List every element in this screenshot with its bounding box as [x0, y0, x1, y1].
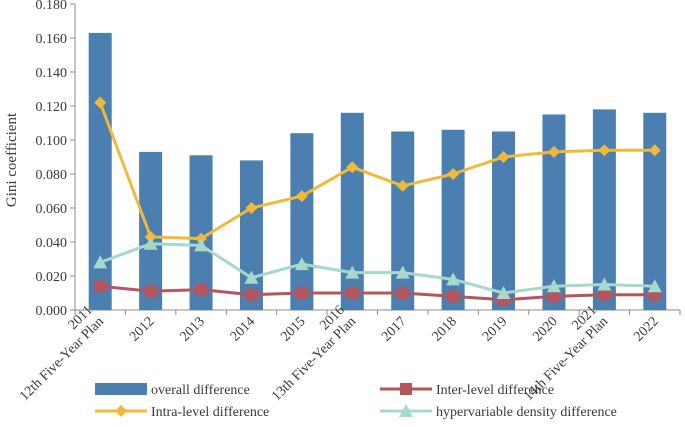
bar-overall-difference: [592, 109, 616, 311]
x-tick-label-line: 2019: [480, 314, 510, 344]
point-hypervariable-density-difference: [294, 257, 309, 271]
point-intra-level-difference: [295, 190, 308, 203]
x-tick-label: 2014: [228, 314, 258, 344]
point-inter-level-difference: [94, 280, 107, 293]
bar-overall-difference: [88, 32, 112, 311]
x-tick-label-line: 12th Five-Year Plan: [17, 314, 107, 404]
legend-label-inter-level-difference: Inter-level difference: [436, 383, 554, 398]
y-tick-label: 0.160: [36, 32, 68, 47]
bar-overall-difference: [542, 114, 566, 310]
point-hypervariable-density-difference: [244, 270, 259, 284]
y-tick-label: 0.000: [36, 304, 68, 319]
x-tick-label-line: 2017: [379, 314, 409, 344]
point-hypervariable-density-difference: [395, 265, 410, 279]
point-intra-level-difference: [94, 96, 107, 109]
legend-marker-intra-level-difference: [115, 405, 127, 417]
x-tick-label-line: 2012: [127, 314, 157, 344]
point-intra-level-difference: [497, 151, 510, 163]
x-tick-label-line: 2022: [631, 314, 661, 344]
x-tick-label: 2018: [430, 314, 460, 344]
point-hypervariable-density-difference: [446, 272, 461, 286]
point-inter-level-difference: [295, 287, 308, 299]
bar-overall-difference: [340, 112, 364, 310]
point-inter-level-difference: [245, 288, 258, 301]
point-hypervariable-density-difference: [496, 286, 511, 299]
x-tick-label-line: 2013: [177, 314, 207, 344]
bar-overall-difference: [239, 160, 263, 310]
x-tick-label: 2013: [177, 314, 207, 344]
point-inter-level-difference: [547, 290, 560, 303]
point-intra-level-difference: [598, 144, 611, 157]
line-intra-level-difference: [98, 102, 655, 241]
legend-label-intra-level-difference: Intra-level difference: [151, 405, 269, 420]
legend-marker-inter-level-difference: [400, 383, 412, 395]
point-inter-level-difference: [144, 285, 157, 298]
point-intra-level-difference: [547, 145, 560, 158]
point-intra-level-difference: [648, 144, 661, 157]
y-tick-label: 0.120: [36, 100, 68, 115]
x-tick-label: 2017: [379, 314, 409, 344]
y-tick-label: 0.020: [36, 270, 68, 285]
x-tick-label: 2022: [631, 314, 661, 344]
lines-layer: [93, 96, 662, 306]
y-tick-label: 0.100: [36, 134, 68, 149]
point-intra-level-difference: [396, 179, 409, 192]
point-inter-level-difference: [195, 283, 208, 296]
point-hypervariable-density-difference: [143, 236, 158, 250]
x-tick-label: 2020: [530, 314, 560, 344]
point-inter-level-difference: [346, 287, 359, 299]
legend-marker-hypervariable-density-difference: [399, 404, 413, 417]
point-hypervariable-density-difference: [597, 277, 612, 291]
legend-swatch-overall-difference: [95, 383, 147, 395]
point-hypervariable-density-difference: [194, 238, 209, 252]
point-intra-level-difference: [447, 168, 460, 180]
legend-label-hypervariable-density-difference: hypervariable density difference: [436, 405, 617, 420]
x-tick-label-line: 2015: [278, 314, 308, 344]
axes-layer: [70, 3, 681, 315]
point-hypervariable-density-difference: [546, 279, 561, 293]
bar-overall-difference: [643, 112, 667, 310]
point-hypervariable-density-difference: [345, 265, 360, 279]
line-inter-level-difference: [100, 284, 655, 302]
x-tick-label: 201613th Five-Year Plan: [258, 303, 359, 404]
x-tick-label: 2015: [278, 314, 308, 344]
y-tick-label: 0.040: [36, 236, 68, 251]
point-inter-level-difference: [447, 290, 460, 303]
x-tick-label-line: 13th Five-Year Plan: [269, 314, 359, 404]
y-tick-label: 0.180: [36, 0, 68, 13]
point-inter-level-difference: [598, 288, 611, 301]
bar-overall-difference: [492, 131, 516, 310]
x-tick-label-line: 2018: [430, 314, 460, 344]
x-tick-label: 2012: [127, 314, 157, 344]
x-tick-label: 2019: [480, 314, 510, 344]
y-axis-label: Gini coefficient: [4, 112, 20, 207]
point-hypervariable-density-difference: [647, 279, 662, 293]
x-tick-label-line: 2014: [228, 314, 258, 344]
bars-layer: [88, 32, 667, 311]
x-tick-label-line: 2020: [530, 314, 560, 344]
y-tick-label: 0.080: [36, 168, 68, 183]
legend-label-overall-difference: overall difference: [151, 383, 250, 398]
point-inter-level-difference: [396, 287, 409, 299]
point-hypervariable-density-difference: [93, 255, 108, 269]
bar-overall-difference: [391, 131, 415, 310]
point-intra-level-difference: [346, 161, 359, 174]
bar-overall-difference: [290, 133, 314, 310]
y-tick-label: 0.060: [36, 202, 68, 217]
y-tick-label: 0.140: [36, 66, 68, 81]
line-hypervariable-density-difference: [99, 242, 655, 295]
legend: overall difference Inter-level difference…: [95, 383, 617, 420]
point-intra-level-difference: [245, 202, 258, 214]
